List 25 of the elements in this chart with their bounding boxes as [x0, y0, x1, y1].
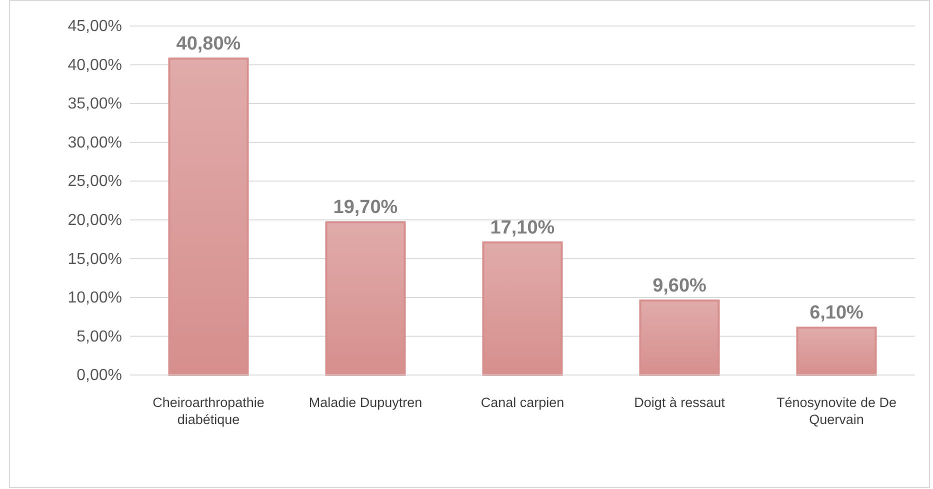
y-tick-label: 25,00% — [68, 173, 122, 190]
data-label: 19,70% — [333, 197, 398, 218]
bar — [796, 326, 877, 376]
bar — [325, 221, 406, 376]
data-label: 40,80% — [176, 34, 241, 55]
data-label: 17,10% — [490, 217, 555, 238]
y-tick-label: 0,00% — [76, 367, 122, 384]
y-tick-label: 45,00% — [68, 18, 122, 36]
x-tick-label: Canal carpien — [480, 395, 564, 410]
y-tick-label: 10,00% — [68, 290, 122, 307]
x-tick-label: Maladie Dupuytren — [308, 395, 422, 410]
y-tick-label: 35,00% — [68, 96, 122, 113]
y-tick-label: 5,00% — [76, 328, 122, 346]
y-tick-label: 20,00% — [68, 212, 122, 230]
data-label: 6,10% — [810, 302, 864, 324]
x-tick-label: Ténosynovite de De Quervain — [776, 395, 897, 427]
x-tick-label: Doigt à ressaut — [634, 395, 726, 410]
data-label: 9,60% — [652, 276, 707, 297]
bar — [482, 241, 563, 376]
y-tick-label: 40,00% — [68, 56, 122, 74]
bar — [639, 300, 720, 376]
bar — [168, 58, 249, 376]
y-tick-label: 30,00% — [68, 134, 122, 152]
x-tick-label: Cheiroarthropathie diabétique — [152, 395, 264, 427]
y-tick-label: 15,00% — [68, 250, 122, 268]
